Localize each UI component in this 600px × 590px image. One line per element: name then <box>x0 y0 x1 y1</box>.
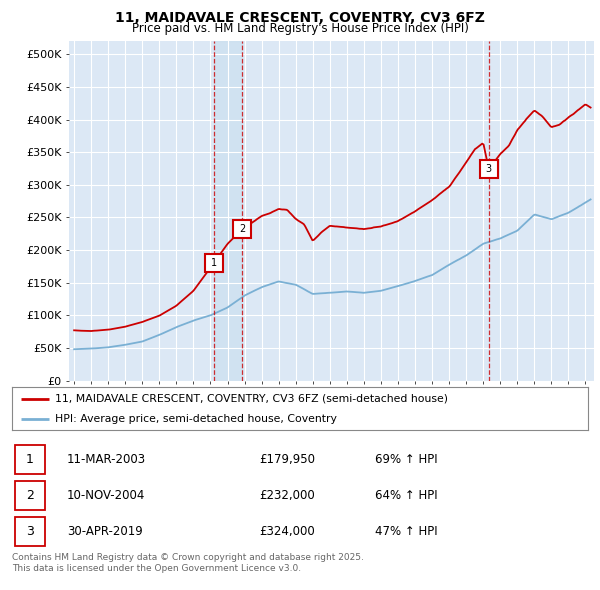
Text: Contains HM Land Registry data © Crown copyright and database right 2025.
This d: Contains HM Land Registry data © Crown c… <box>12 553 364 573</box>
Text: 30-APR-2019: 30-APR-2019 <box>67 525 142 538</box>
FancyBboxPatch shape <box>15 445 45 474</box>
Text: 3: 3 <box>486 164 492 174</box>
FancyBboxPatch shape <box>15 481 45 510</box>
Text: 11, MAIDAVALE CRESCENT, COVENTRY, CV3 6FZ (semi-detached house): 11, MAIDAVALE CRESCENT, COVENTRY, CV3 6F… <box>55 394 448 404</box>
Text: 47% ↑ HPI: 47% ↑ HPI <box>375 525 437 538</box>
Text: 2: 2 <box>239 224 245 234</box>
Text: 2: 2 <box>26 489 34 502</box>
Text: 3: 3 <box>26 525 34 538</box>
Text: 11-MAR-2003: 11-MAR-2003 <box>67 453 146 466</box>
Text: £324,000: £324,000 <box>260 525 316 538</box>
Text: 11, MAIDAVALE CRESCENT, COVENTRY, CV3 6FZ: 11, MAIDAVALE CRESCENT, COVENTRY, CV3 6F… <box>115 11 485 25</box>
Text: 69% ↑ HPI: 69% ↑ HPI <box>375 453 437 466</box>
Text: 64% ↑ HPI: 64% ↑ HPI <box>375 489 437 502</box>
Text: £232,000: £232,000 <box>260 489 316 502</box>
Text: 1: 1 <box>26 453 34 466</box>
FancyBboxPatch shape <box>15 517 45 546</box>
Text: £179,950: £179,950 <box>260 453 316 466</box>
Text: HPI: Average price, semi-detached house, Coventry: HPI: Average price, semi-detached house,… <box>55 414 337 424</box>
Text: Price paid vs. HM Land Registry's House Price Index (HPI): Price paid vs. HM Land Registry's House … <box>131 22 469 35</box>
Bar <box>214 41 242 381</box>
Text: 1: 1 <box>211 258 217 268</box>
Text: 10-NOV-2004: 10-NOV-2004 <box>67 489 145 502</box>
